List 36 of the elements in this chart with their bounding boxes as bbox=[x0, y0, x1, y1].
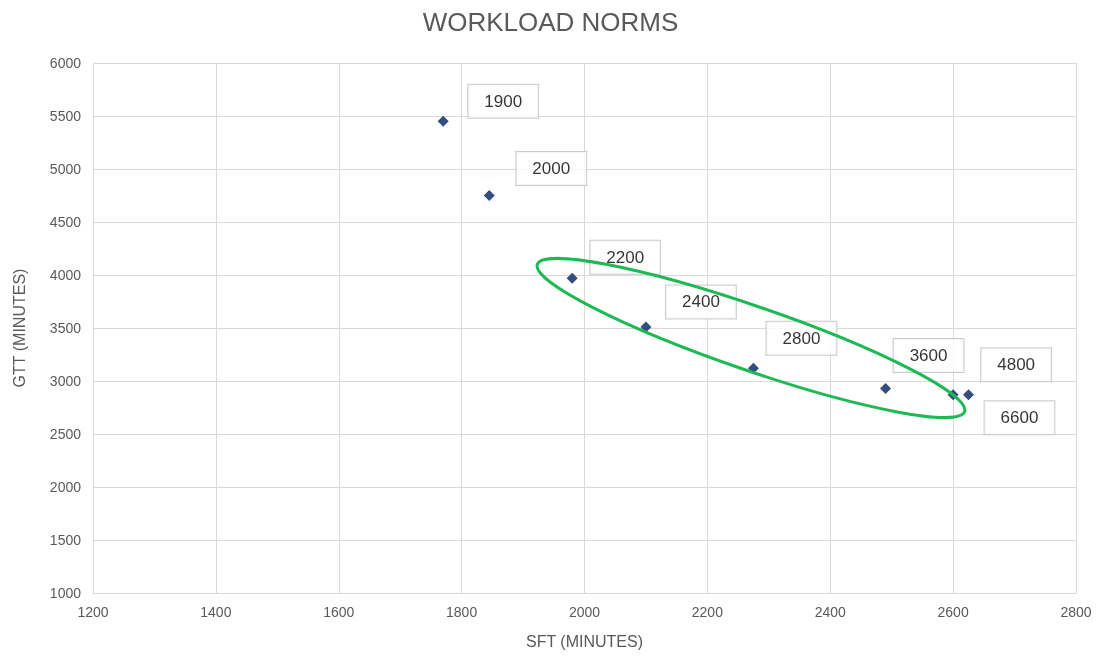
annotation: 3600 bbox=[909, 345, 948, 365]
y-tick-label: 1500 bbox=[49, 532, 82, 548]
point bbox=[483, 190, 495, 201]
x-tick-label: 2400 bbox=[814, 604, 847, 620]
point bbox=[566, 272, 578, 284]
annotation: 2200 bbox=[606, 247, 645, 267]
chart-title: WORKLOAD NORMS bbox=[422, 7, 679, 37]
y-axis-title: GTT (MINUTES) bbox=[10, 268, 28, 388]
y-tick-label: 1000 bbox=[49, 585, 82, 601]
x-tick-label: 2800 bbox=[1060, 604, 1092, 620]
x-axis-title: SFT (MINUTES) bbox=[525, 632, 644, 650]
annotation: 4800 bbox=[997, 355, 1036, 375]
y-tick-label: 6000 bbox=[49, 55, 82, 71]
y-tick-label: 5500 bbox=[49, 108, 82, 124]
y-tick-label: 2500 bbox=[49, 426, 82, 442]
x-tick-label: 1200 bbox=[77, 604, 109, 620]
y-tick-label: 3500 bbox=[49, 320, 82, 336]
annotation: 2400 bbox=[682, 292, 720, 312]
y-tick-label: 3000 bbox=[49, 373, 82, 389]
point bbox=[880, 382, 892, 394]
x-tick-label: 1600 bbox=[323, 604, 355, 620]
y-tick-label: 4000 bbox=[49, 267, 82, 283]
annotation: 6600 bbox=[1000, 408, 1039, 428]
x-tick-label: 2200 bbox=[691, 604, 724, 620]
x-tick-label: 2000 bbox=[568, 604, 601, 620]
annotation: 1900 bbox=[484, 91, 523, 111]
x-tick-label: 1800 bbox=[446, 604, 478, 620]
y-tick-label: 2000 bbox=[49, 479, 82, 495]
point bbox=[962, 389, 974, 401]
y-tick-label: 4500 bbox=[49, 214, 82, 230]
annotation: 2800 bbox=[782, 328, 821, 348]
y-tick-label: 5000 bbox=[49, 161, 82, 177]
point bbox=[437, 115, 449, 127]
x-tick-label: 1400 bbox=[200, 604, 232, 620]
x-tick-label: 2600 bbox=[937, 604, 969, 620]
annotation: 2000 bbox=[532, 159, 571, 178]
